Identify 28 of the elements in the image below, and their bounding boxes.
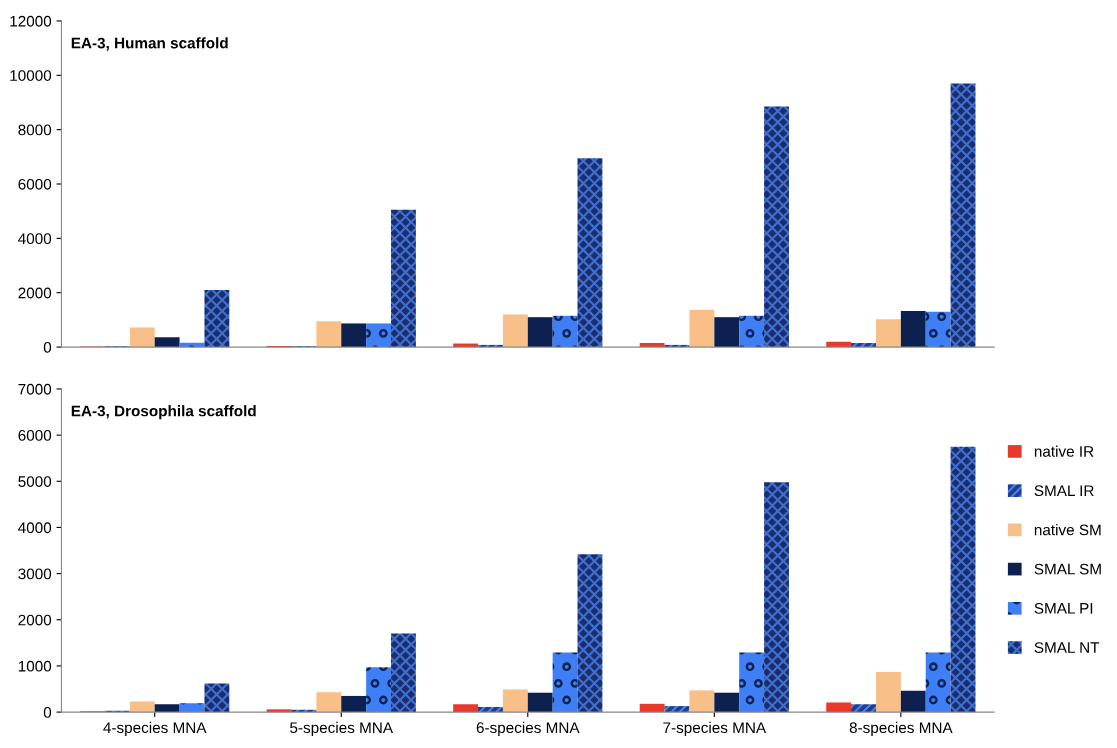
legend-label: native SM — [1034, 524, 1101, 536]
y-tick-label: 2000 — [18, 287, 52, 299]
y-tick-label: 10000 — [10, 70, 52, 81]
legend-label: SMAL IR — [1034, 485, 1094, 497]
x-tick-label: 7-species MNA — [663, 721, 767, 737]
x-tick-label: 8-species MNA — [849, 721, 953, 737]
y-tick-label: 12000 — [10, 15, 52, 27]
y-tick-label: 7000 — [18, 383, 52, 395]
x-tick-label: 6-species MNA — [476, 721, 580, 737]
y-tick-label: 5000 — [18, 476, 52, 487]
text: EA-3, Human scaffold — [71, 37, 228, 51]
y-tick-label: 0 — [43, 706, 52, 718]
y-tick-label: 1000 — [18, 660, 52, 672]
y-tick-label: 6000 — [18, 429, 52, 441]
legend-label: SMAL PI — [1034, 602, 1093, 614]
y-tick-label: 0 — [43, 341, 52, 353]
text: EA-3, Drosophila scaffold — [71, 405, 256, 420]
y-tick-label: 2000 — [18, 614, 52, 626]
legend-label: SMAL SM — [1034, 563, 1101, 575]
x-tick-label: 5-species MNA — [290, 721, 394, 737]
y-tick-label: 4000 — [18, 522, 52, 534]
y-tick-label: 3000 — [18, 568, 52, 580]
y-tick-label: 8000 — [18, 124, 52, 136]
x-tick-label: 4-species MNA — [103, 721, 207, 737]
y-tick-label: 4000 — [18, 233, 52, 245]
legend-label: native IR — [1034, 445, 1094, 457]
y-tick-label: 6000 — [18, 178, 52, 190]
legend-label: SMAL NT — [1034, 642, 1100, 653]
